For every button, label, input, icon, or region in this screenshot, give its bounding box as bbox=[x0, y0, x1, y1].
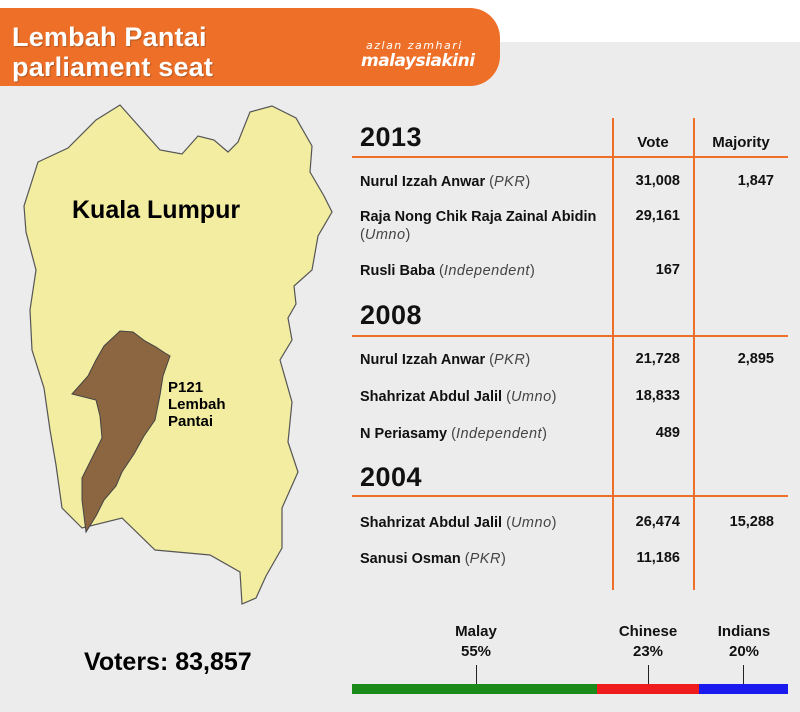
ethnic-label-chinese: Chinese 23% bbox=[602, 622, 694, 662]
candidate-votes: 11,186 bbox=[636, 550, 680, 566]
candidate-votes: 21,728 bbox=[635, 351, 680, 367]
candidate-party: Umno bbox=[510, 389, 552, 405]
candidate-votes: 167 bbox=[655, 262, 680, 278]
candidate-party: PKR bbox=[469, 551, 501, 567]
kuala-lumpur-outline bbox=[23, 104, 333, 605]
candidate-party: Independent bbox=[455, 426, 543, 442]
candidate-row: N Periasamy (Independent) bbox=[360, 426, 547, 442]
ethnic-label-malay: Malay 55% bbox=[430, 622, 522, 662]
candidate-name: Shahrizat Abdul Jalil bbox=[360, 515, 503, 531]
candidate-party: Umno bbox=[364, 227, 406, 243]
section-rule bbox=[352, 335, 788, 337]
year-heading: 2013 bbox=[360, 122, 423, 152]
candidate-party: PKR bbox=[494, 352, 526, 368]
candidate-votes: 31,008 bbox=[635, 173, 680, 189]
candidate-majority: 15,288 bbox=[729, 514, 774, 530]
seat-name-line1: Lembah bbox=[168, 396, 226, 413]
ethnic-percent: 55% bbox=[460, 643, 492, 660]
candidate-majority: 1,847 bbox=[737, 173, 774, 189]
constituency-map bbox=[23, 104, 333, 605]
candidate-name: Raja Nong Chik Raja Zainal Abidin bbox=[360, 209, 597, 225]
candidate-row: Shahrizat Abdul Jalil (Umno) bbox=[360, 389, 557, 405]
candidate-name: Nurul Izzah Anwar bbox=[360, 352, 486, 368]
ethnic-bar-chinese bbox=[597, 684, 699, 694]
candidate-name: Rusli Baba bbox=[360, 263, 435, 279]
candidate-party: Independent bbox=[443, 263, 530, 279]
candidate-votes: 18,833 bbox=[635, 388, 680, 404]
section-rule bbox=[352, 495, 788, 497]
majority-column-header: Majority bbox=[712, 134, 770, 151]
candidate-row: Sanusi Osman (PKR) bbox=[360, 551, 506, 567]
majority-column-divider bbox=[693, 118, 695, 590]
ethnic-percent: 20% bbox=[728, 643, 760, 660]
ethnic-tick-malay bbox=[476, 665, 477, 689]
candidate-name: Sanusi Osman bbox=[360, 551, 461, 567]
map-city-label: Kuala Lumpur bbox=[72, 196, 241, 224]
brand-logo: malaysiakini bbox=[361, 51, 475, 71]
candidate-row: Shahrizat Abdul Jalil (Umno) bbox=[360, 515, 557, 531]
voters-total: Voters: 83,857 bbox=[84, 648, 252, 676]
ethnic-tick-indians bbox=[743, 665, 744, 689]
author-credit: azlan zamhari bbox=[366, 39, 463, 52]
candidate-row: Rusli Baba (Independent) bbox=[360, 263, 535, 279]
ethnic-bar-malay bbox=[352, 684, 597, 694]
lembah-pantai-seat-shape bbox=[71, 330, 171, 534]
title-banner: Lembah Pantai parliament seat azlan zamh… bbox=[0, 8, 500, 86]
ethnic-percent: 23% bbox=[632, 643, 664, 660]
seat-code: P121 bbox=[168, 379, 204, 396]
candidate-name: Shahrizat Abdul Jalil bbox=[360, 389, 503, 405]
ethnic-tick-chinese bbox=[648, 665, 649, 689]
candidate-votes: 489 bbox=[655, 425, 680, 441]
section-rule bbox=[352, 156, 788, 158]
candidate-row: Raja Nong Chik Raja Zainal Abidin (Umno) bbox=[360, 209, 597, 243]
page-title-line2: parliament seat bbox=[12, 52, 214, 82]
ethnic-label-indians: Indians 20% bbox=[698, 622, 790, 662]
candidate-votes: 29,161 bbox=[635, 208, 680, 224]
ethnic-bar-indians bbox=[699, 684, 788, 694]
candidate-party: PKR bbox=[494, 174, 526, 190]
year-heading: 2004 bbox=[360, 462, 423, 492]
candidate-party: Umno bbox=[510, 515, 552, 531]
ethnic-name: Indians bbox=[717, 623, 771, 640]
page-title-line1: Lembah Pantai bbox=[12, 22, 207, 52]
map-seat-label: P121 Lembah Pantai bbox=[168, 379, 238, 430]
candidate-name: Nurul Izzah Anwar bbox=[360, 174, 486, 190]
ethnic-name: Malay bbox=[455, 623, 497, 640]
year-heading: 2008 bbox=[360, 300, 423, 330]
ethnic-name: Chinese bbox=[618, 623, 678, 640]
candidate-majority: 2,895 bbox=[737, 351, 774, 367]
candidate-row: Nurul Izzah Anwar (PKR) bbox=[360, 352, 531, 368]
candidate-votes: 26,474 bbox=[635, 514, 680, 530]
vote-column-header: Vote bbox=[637, 134, 669, 151]
candidate-row: Nurul Izzah Anwar (PKR) bbox=[360, 174, 531, 190]
seat-name-line2: Pantai bbox=[168, 413, 214, 430]
candidate-name: N Periasamy bbox=[360, 426, 448, 442]
vote-column-divider bbox=[612, 118, 614, 590]
